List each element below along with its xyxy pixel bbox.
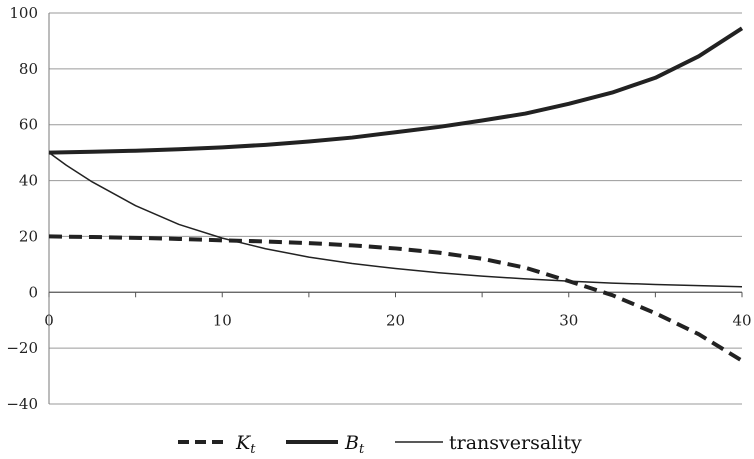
x-tick-label: 20	[386, 311, 405, 329]
y-tick-label: 80	[19, 60, 38, 78]
legend-label-transversality: transversality	[449, 432, 582, 454]
y-axis-tick-labels: −40 −20 0 20 40 60 80 100	[6, 4, 38, 413]
y-tick-label: 0	[28, 283, 38, 301]
y-tick-label: 20	[19, 227, 38, 245]
svg-text:Bt: Bt	[344, 432, 365, 457]
legend-item-transversality: transversality	[395, 432, 582, 454]
legend-item-k: Kt	[178, 432, 256, 457]
legend-label-b: B	[344, 432, 359, 454]
svg-text:Kt: Kt	[235, 432, 256, 457]
series-line-transversality	[48, 152, 743, 288]
legend-label-k: K	[235, 432, 252, 454]
x-tick-label: 40	[732, 311, 751, 329]
x-tick-label: 0	[44, 311, 54, 329]
series-line-b	[48, 26, 744, 155]
series-layer	[48, 26, 744, 363]
x-tick-label: 30	[559, 311, 578, 329]
x-axis-tick-labels: 0 10 20 30 40	[44, 311, 751, 329]
gridlines	[49, 12, 742, 405]
y-tick-label: 40	[19, 172, 38, 190]
y-tick-label: 60	[19, 116, 38, 134]
legend-sub-k: t	[250, 442, 256, 457]
legend: Kt Bt transversality	[178, 432, 582, 457]
legend-item-b: Bt	[286, 432, 365, 457]
x-axis-ticks	[48, 292, 743, 298]
legend-sub-b: t	[359, 442, 365, 457]
series-line-k	[48, 234, 744, 363]
y-tick-label: −20	[6, 339, 38, 357]
axes	[48, 13, 742, 404]
y-tick-label: 100	[9, 4, 38, 22]
y-tick-label: −40	[6, 395, 38, 413]
x-tick-label: 10	[213, 311, 232, 329]
